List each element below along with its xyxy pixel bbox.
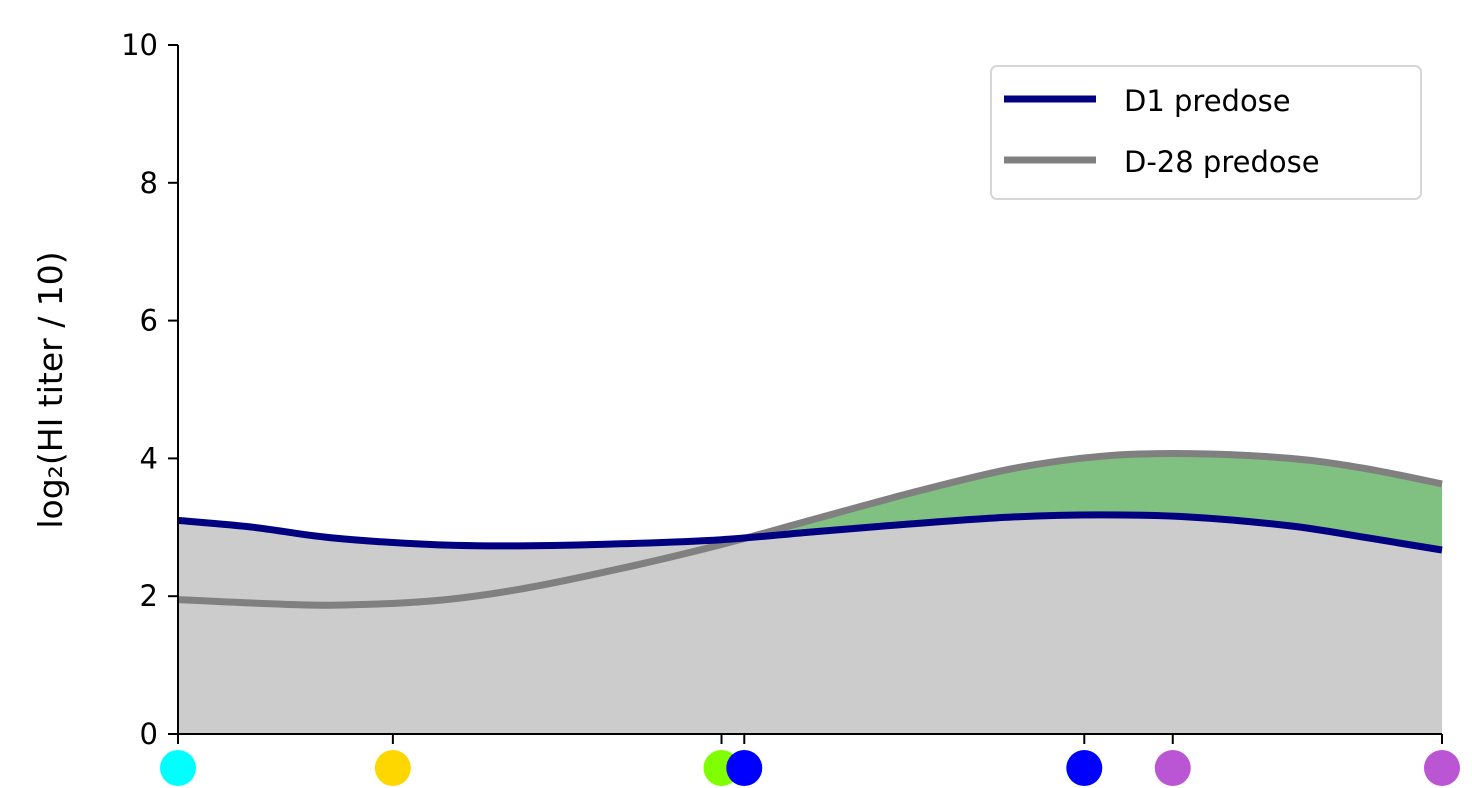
line-d-28-predose <box>177 449 1443 609</box>
y-tick-label: 10 <box>121 28 158 62</box>
y-tick-label: 6 <box>140 304 158 338</box>
x-marker-dot <box>1154 750 1191 786</box>
x-marker-dot <box>1424 750 1460 786</box>
line-d1-predose <box>177 511 1443 554</box>
x-ticks <box>177 734 1443 744</box>
area-under-d28 <box>178 453 1442 734</box>
x-marker-dot <box>374 750 411 786</box>
series-lines <box>177 449 1443 609</box>
x-markers <box>160 750 1460 786</box>
legend-label-d28: D-28 predose <box>1124 145 1320 179</box>
area-fills <box>178 453 1442 734</box>
y-tick-label: 8 <box>140 166 158 200</box>
legend: D1 predose D-28 predose <box>990 65 1422 200</box>
y-tick-label: 4 <box>140 441 158 475</box>
legend-label-d1: D1 predose <box>1124 84 1291 118</box>
y-tick-label: 2 <box>140 579 158 613</box>
x-marker-dot <box>160 750 196 786</box>
x-marker-dot <box>726 750 763 786</box>
y-tick-label: 0 <box>140 717 158 751</box>
x-marker-dot <box>1066 750 1103 786</box>
axes <box>177 45 1442 735</box>
y-ticks: 0 2 4 6 8 10 <box>121 28 178 751</box>
y-axis-label: log₂(HI titer / 10) <box>31 251 70 528</box>
legend-box <box>990 65 1422 200</box>
